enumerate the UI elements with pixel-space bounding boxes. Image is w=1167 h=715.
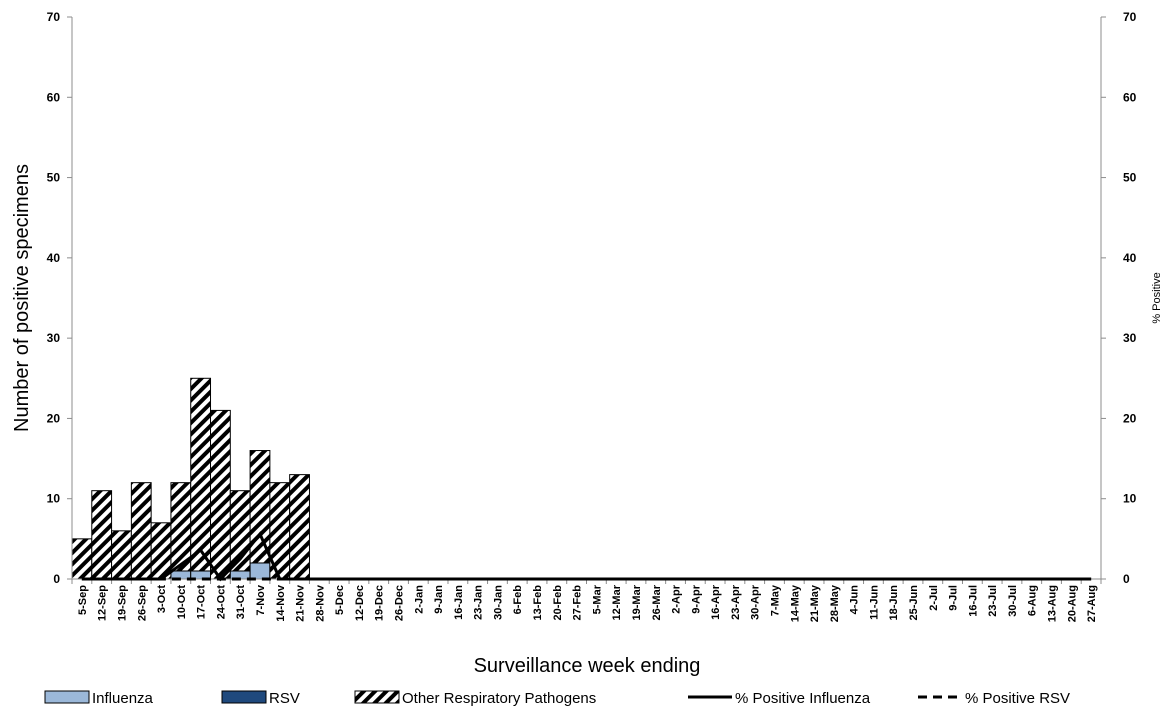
x-tick-label: 30-Jul [1007,585,1019,617]
x-tick-label: 19-Sep [116,585,128,621]
y2-tick-label: 30 [1123,331,1137,345]
x-tick-label: 26-Dec [394,585,406,621]
legend-swatch-influenza [44,690,90,704]
y-tick-label: 20 [47,411,61,425]
x-axis-title: Surveillance week ending [474,655,701,677]
line-layer [81,531,1092,582]
x-tick-label: 27-Aug [1086,585,1098,622]
x-tick-label: 12-Dec [354,585,366,621]
x-tick-label: 14-Nov [275,584,287,622]
bar-other-respiratory-pathogens [150,522,172,580]
y-tick-label: 60 [47,90,61,104]
x-tick-label: 16-Jan [453,585,465,620]
x-tick-label: 5-Mar [591,584,603,614]
x-tick-label: 17-Oct [196,585,208,620]
x-tick-label: 30-Apr [750,584,762,620]
y-tick-label: 0 [53,572,60,586]
bar-layer [71,377,310,580]
y-axis-title: Number of positive specimens [11,164,33,432]
x-tick-label: 6-Feb [512,585,524,615]
legend-label--positive-rsv: % Positive RSV [965,690,1070,707]
x-tick-label: 9-Jan [433,585,445,614]
x-tick-label: 2-Apr [671,584,683,613]
x-tick-label: 5-Dec [334,585,346,615]
y-tick-label: 50 [47,171,61,185]
y2-tick-label: 10 [1123,492,1137,506]
legend-swatch-other-respiratory-pathogens [354,690,400,704]
x-tick-label: 23-Jul [987,585,999,617]
bar-other-respiratory-pathogens [111,530,132,580]
x-tick-label: 11-Jun [868,585,880,620]
x-tick-label: 31-Oct [235,585,247,620]
x-tick-label: 19-Mar [631,584,643,620]
y2-tick-label: 0 [1123,572,1130,586]
y2-tick-label: 40 [1123,251,1137,265]
x-tick-label: 9-Jul [948,585,960,611]
x-tick-label: 25-Jun [908,585,920,621]
x-tick-label: 28-May [829,584,841,622]
x-tick-label: 23-Apr [730,584,742,620]
bar-other-respiratory-pathogens [210,409,231,580]
x-tick-label: 20-Aug [1066,585,1078,622]
x-tick-label: 21-May [809,584,821,622]
x-tick-label: 12-Mar [611,584,623,620]
y2-tick-label: 50 [1123,171,1137,185]
x-tick-label: 7-Nov [255,584,267,615]
legend-label--positive-influenza: % Positive Influenza [735,690,871,707]
y-tick-label: 10 [47,492,61,506]
x-tick-label: 16-Jul [967,585,979,617]
x-tick-label: 26-Mar [651,584,663,620]
y-tick-label: 70 [47,10,61,24]
bar-other-respiratory-pathogens [91,490,113,580]
x-tick-label: 13-Aug [1047,585,1059,622]
legend-label-rsv: RSV [269,690,300,707]
x-tick-label: 28-Nov [314,584,326,622]
bar-other-respiratory-pathogens [190,377,212,572]
x-tick-label: 2-Jan [413,585,425,614]
x-tick-label: 2-Jul [928,585,940,611]
x-tick-label: 7-May [769,584,781,616]
y2-tick-label: 60 [1123,90,1137,104]
x-tick-label: 9-Apr [690,584,702,613]
x-tick-label: 19-Dec [374,585,386,621]
x-tick-label: 14-May [789,584,801,622]
x-tick-labels: 5-Sep 12-Sep 19-Sep 26-Sep 3-Oct 10-Oct 17-Oct… [77,584,1098,622]
x-tick-label: 27-Feb [572,585,584,621]
y-tick-labels: 0 10 20 30 40 50 60 70 [47,10,61,586]
x-tick-label: 24-Oct [215,585,227,620]
x-tick-label: 10-Oct [176,585,188,620]
y-tick-label: 30 [47,331,61,345]
legend: Influenza RSV Other Respiratory Pathogens%… [44,690,1070,707]
x-tick-label: 20-Feb [552,585,564,621]
legend-swatch-rsv [221,690,267,704]
x-tick-label: 21-Nov [295,584,307,622]
y2-tick-labels: 0 10 20 30 40 50 60 70 [1123,10,1137,586]
bar-other-respiratory-pathogens [289,474,310,580]
bar-other-respiratory-pathogens [130,482,152,580]
x-tick-label: 12-Sep [97,585,109,621]
x-tick-label: 6-Aug [1027,585,1039,616]
y2-tick-label: 20 [1123,411,1137,425]
x-tick-label: 4-Jun [849,585,861,615]
x-tick-label: 5-Sep [77,585,89,615]
x-tick-label: 30-Jan [492,585,504,620]
y2-tick-label: 70 [1123,10,1137,24]
x-tick-label: 23-Jan [473,585,485,620]
bar-influenza [249,562,271,580]
x-tick-label: 16-Apr [710,584,722,620]
x-tick-label: 26-Sep [136,585,148,621]
x-tick-label: 18-Jun [888,585,900,621]
bar-other-respiratory-pathogens [71,538,93,580]
legend-label-other-respiratory-pathogens: Other Respiratory Pathogens [402,690,596,707]
y-tick-label: 40 [47,251,61,265]
y2-axis-title: % Positive [1151,272,1163,323]
x-tick-label: 3-Oct [156,585,168,613]
legend-label-influenza: Influenza [92,690,154,707]
x-tick-label: 13-Feb [532,585,544,621]
